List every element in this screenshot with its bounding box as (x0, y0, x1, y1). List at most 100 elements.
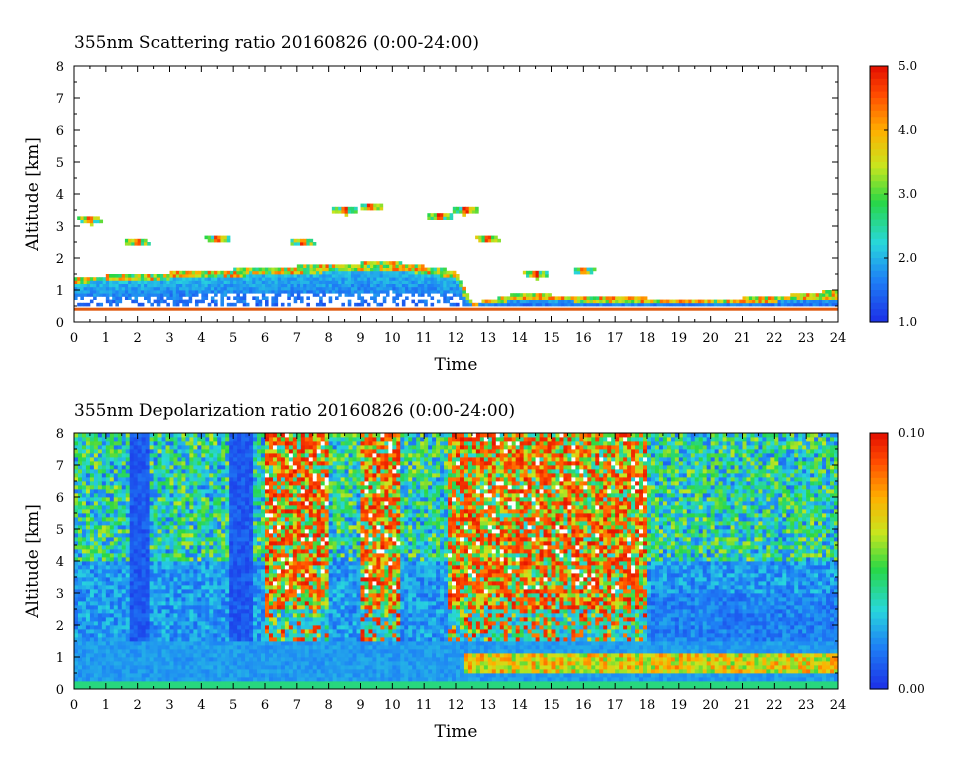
heat-cell (205, 605, 210, 610)
heat-cell (315, 290, 320, 294)
heat-cell (252, 267, 256, 272)
heat-cell (77, 473, 83, 478)
heat-cell (452, 210, 457, 214)
heat-cell (268, 669, 274, 674)
heat-cell (385, 293, 390, 297)
heat-cell (201, 280, 205, 284)
heat-cell (137, 473, 143, 478)
heat-cell (177, 433, 182, 438)
heat-cell (205, 445, 210, 450)
heat-cell (503, 296, 508, 300)
heat-cell (201, 270, 205, 275)
heat-cell (274, 290, 279, 294)
colorbar-segment (870, 155, 888, 163)
heat-cell (189, 485, 194, 490)
heat-cell (309, 242, 314, 246)
heat-cell (225, 589, 230, 594)
heat-cell (77, 561, 83, 566)
heat-cell (249, 557, 254, 562)
heat-cell (197, 453, 202, 458)
heat-cell (101, 569, 107, 574)
heat-cell (691, 299, 696, 304)
heat-cell (268, 437, 274, 442)
heat-cell (99, 290, 104, 294)
heat-cell (93, 621, 99, 626)
heat-cell (177, 577, 182, 582)
heat-cell (197, 573, 202, 578)
heat-cell (149, 445, 154, 450)
heat-cell (209, 477, 214, 482)
heat-cell (77, 280, 81, 284)
heat-cell (245, 681, 250, 686)
y-tick-label: 3 (56, 220, 64, 235)
heat-cell (140, 277, 145, 281)
heat-cell (157, 521, 162, 526)
heat-cell (265, 280, 269, 284)
heat-cell (265, 685, 270, 690)
heat-cell (209, 457, 214, 462)
heat-cell (209, 685, 214, 690)
heat-cell (83, 280, 88, 284)
heat-cell (373, 206, 377, 211)
heat-cell (812, 296, 817, 300)
heat-cell (360, 261, 365, 265)
heat-cell (229, 529, 234, 534)
heat-cell (109, 649, 115, 654)
heat-cell (85, 597, 91, 602)
heat-cell (522, 270, 527, 275)
heat-cell (157, 681, 162, 686)
heat-cell (257, 489, 262, 494)
heat-cell (701, 299, 705, 304)
heat-cell (89, 557, 95, 562)
heat-cell (233, 433, 238, 438)
heat-cell (97, 609, 103, 614)
heat-cell (109, 453, 115, 458)
heat-cell (121, 557, 127, 562)
heat-cell (179, 299, 183, 304)
heat-cell (173, 553, 178, 558)
heat-cell (118, 286, 123, 291)
heat-cell (209, 597, 214, 602)
heat-cell (159, 283, 164, 288)
heat-cell (117, 533, 123, 538)
heat-cell (156, 296, 161, 300)
heat-cell (145, 561, 151, 566)
heat-cell (758, 296, 762, 300)
heat-cell (181, 557, 186, 562)
heat-cell (245, 489, 250, 494)
heat-cell (185, 437, 190, 442)
heat-cell (109, 445, 115, 450)
heat-cell (825, 293, 829, 297)
heat-cell (221, 433, 226, 438)
heat-cell (484, 238, 489, 243)
heat-cell (249, 677, 254, 682)
heat-cell (137, 497, 143, 502)
heat-cell (268, 605, 274, 610)
heat-cell (80, 296, 84, 300)
heat-cell (296, 296, 301, 300)
heat-cell (225, 609, 230, 614)
heat-cell (149, 589, 154, 594)
heat-cell (197, 625, 202, 630)
heat-cell (165, 685, 170, 690)
heat-cell (165, 453, 170, 458)
heat-cell (213, 469, 218, 474)
heat-cell (89, 222, 94, 227)
heat-cell (672, 299, 677, 304)
heat-cell (89, 457, 95, 462)
heat-cell (691, 302, 696, 307)
heat-cell (271, 286, 275, 291)
colorbar-segment (870, 283, 888, 291)
heat-cell (109, 277, 113, 281)
heat-cell (177, 529, 182, 534)
heat-cell (347, 280, 352, 284)
heat-cell (312, 274, 317, 278)
heat-cell (169, 589, 174, 594)
heat-cell (197, 589, 202, 594)
heat-cell (249, 274, 253, 278)
heat-cell (113, 441, 119, 446)
heat-cell (271, 270, 275, 275)
heat-cell (220, 293, 225, 297)
heat-cell (189, 517, 194, 522)
heat-cell (774, 296, 778, 300)
